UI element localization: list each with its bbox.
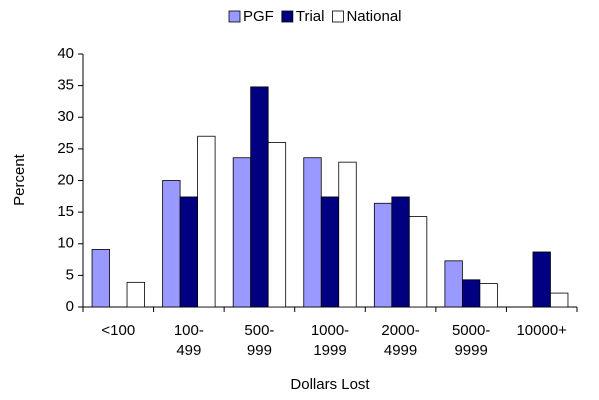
bar [550,292,569,308]
legend-swatch [228,10,241,23]
x-axis-label: Dollars Lost [290,376,370,393]
x-tick-label: 100- 499 [173,322,204,359]
x-tick-label: 10000+ [516,322,567,339]
bar [461,279,481,308]
legend-label: PGF [243,8,274,25]
legend-label: Trial [296,8,325,25]
bar [320,196,340,308]
bar [532,251,551,308]
bar [267,142,287,308]
bar [162,180,181,308]
y-tick-label: 25 [57,140,74,157]
y-tick-label: 5 [66,266,74,283]
bar [303,157,322,308]
bar [338,161,357,308]
bar [197,135,216,308]
x-tick-label: <100 [101,322,136,339]
legend-swatch [332,10,344,23]
legend-swatch [281,10,294,23]
x-tick-label: 2000- 4999 [381,322,420,359]
y-tick-label: 20 [57,171,74,188]
y-tick-label: 10 [57,235,74,252]
y-tick-label: 30 [57,108,74,125]
x-tick-label: 5000- 9999 [451,322,491,359]
bar [232,157,252,308]
y-tick-label: 15 [57,203,74,220]
bar [408,216,428,308]
y-tick-label: 0 [66,298,74,315]
bar [179,196,199,308]
y-tick-label: 35 [57,77,74,94]
x-tick-label: 1000- 1999 [310,322,350,359]
bar [391,196,410,308]
bar [126,281,145,308]
x-tick-label: 500- 999 [244,322,275,359]
bar [373,202,393,308]
bar [91,249,110,308]
legend-label: National [346,8,401,25]
bar [250,86,269,308]
bar [479,283,498,308]
y-tick-label: 40 [57,45,74,62]
bar [444,260,463,308]
y-axis-label: Percent [11,153,28,206]
